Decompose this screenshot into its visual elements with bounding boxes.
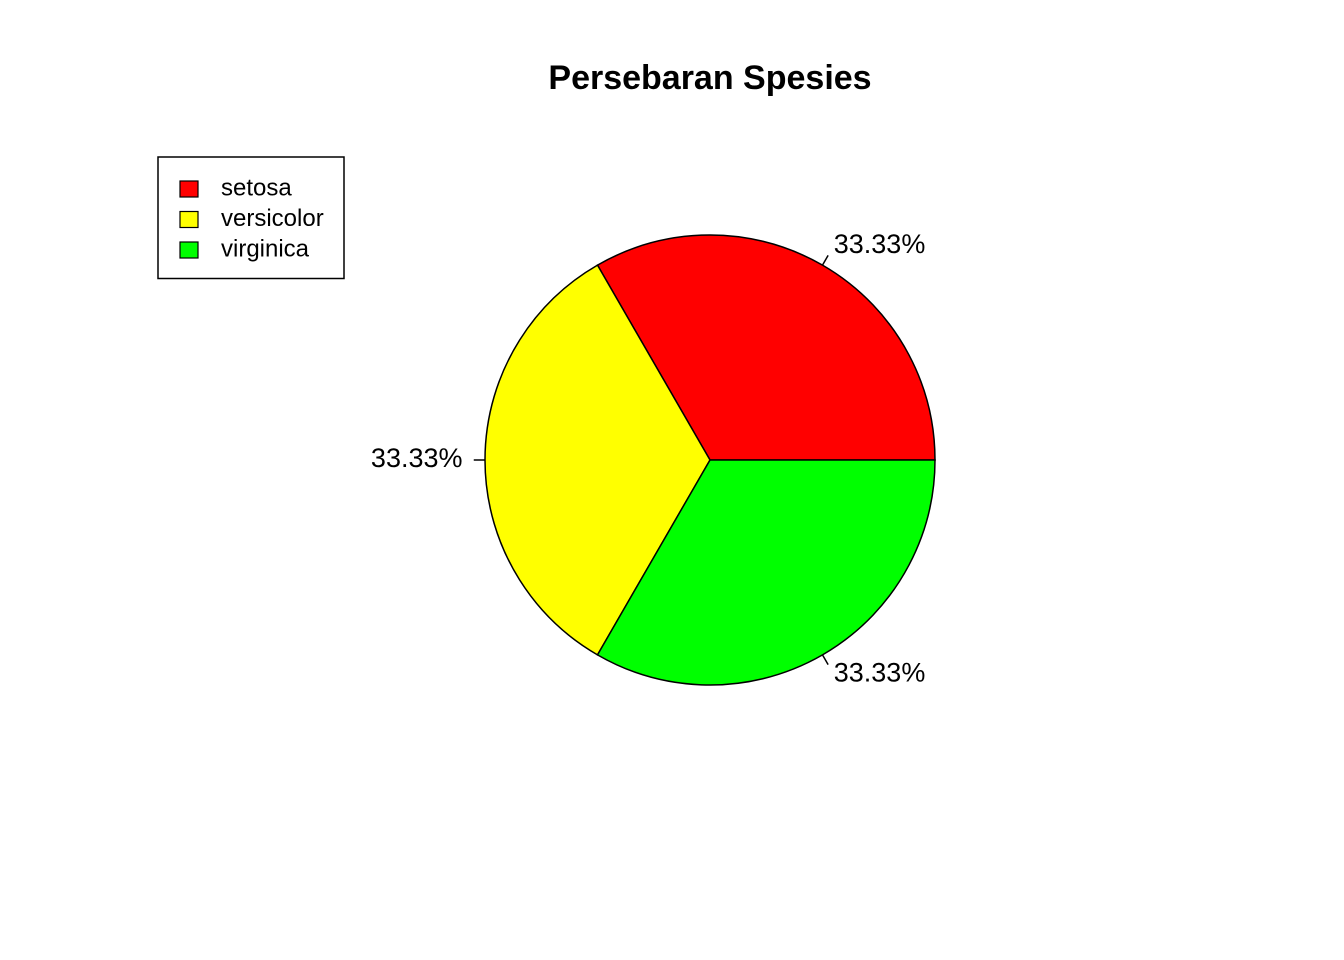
label-tick: [821, 255, 829, 266]
label-tick: [821, 654, 829, 665]
legend-label: setosa: [221, 174, 292, 201]
chart-title: Persebaran Spesies: [548, 59, 871, 97]
legend-key: [179, 180, 199, 198]
legend-label: versicolor: [221, 205, 324, 232]
slice-label: 33.33%: [371, 443, 463, 473]
legend-key: [179, 210, 199, 229]
legend-key: [179, 241, 199, 259]
legend-label: virginica: [221, 235, 310, 262]
slice-label: 33.33%: [834, 229, 926, 259]
slice-label: 33.33%: [834, 657, 926, 687]
